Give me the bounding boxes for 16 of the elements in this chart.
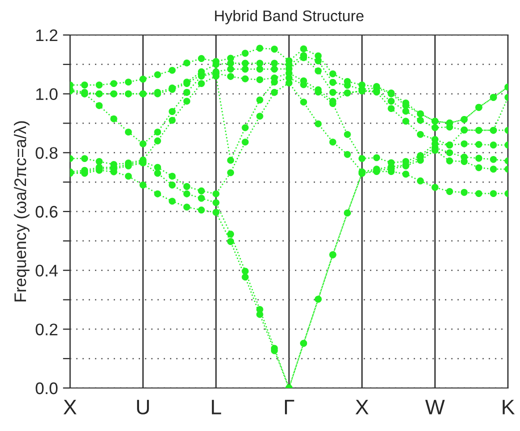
y-tick-label: 0.2 [36,324,58,336]
y-tick-label: 1.0 [36,88,58,100]
y-tick-label: 0.0 [36,382,58,394]
x-tick-label: X [356,400,369,414]
chart-title: Hybrid Band Structure [215,10,364,24]
x-tick-label: X [64,400,77,414]
x-tick-label: W [425,400,445,414]
y-tick-label: 0.4 [36,264,58,277]
x-tick-label: Γ [284,400,294,414]
x-tick-label: K [502,400,515,414]
y-tick-label: 0.6 [36,206,58,218]
x-tick-label: U [137,400,149,414]
y-tick-label: 0.8 [36,147,58,159]
y-axis-title: Frequency (ωa/2πc=a/λ) [14,121,30,302]
y-tick-label: 1.2 [36,29,58,42]
x-tick-label: L [212,400,222,414]
